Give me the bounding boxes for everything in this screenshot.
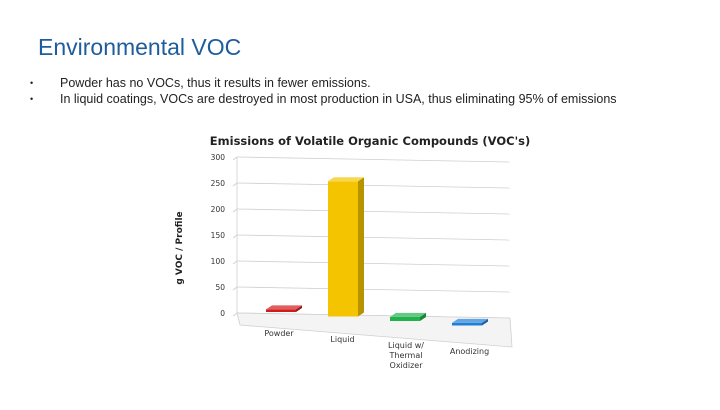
x-category-label-line: Liquid bbox=[330, 335, 354, 344]
gridline bbox=[236, 156, 511, 163]
x-category-label-line: Thermal bbox=[389, 351, 423, 360]
bullet-item: • Powder has no VOCs, thus it results in… bbox=[30, 75, 617, 91]
bar-side-face bbox=[420, 312, 426, 321]
bar-front-face bbox=[266, 309, 296, 312]
bar-front-face bbox=[390, 316, 420, 321]
gridline bbox=[236, 182, 511, 189]
x-category-label: Liquid w/Thermal Oxidizer bbox=[388, 341, 424, 370]
y-axis-label: g VOC / Profile bbox=[175, 211, 185, 284]
gridline bbox=[236, 208, 511, 215]
bar-liquid bbox=[328, 177, 364, 317]
gridline-side bbox=[232, 156, 238, 161]
x-category-label: Anodizing bbox=[450, 347, 489, 356]
x-category-label-line: Liquid w/ bbox=[388, 341, 424, 350]
y-tick-label: 250 bbox=[211, 179, 226, 188]
gridline bbox=[236, 286, 511, 293]
gridline-side bbox=[232, 312, 238, 317]
y-tick-label: 150 bbox=[211, 231, 226, 240]
gridline-side bbox=[232, 234, 238, 239]
bar-top-face bbox=[390, 312, 426, 317]
page-title: Environmental VOC bbox=[38, 34, 242, 60]
bar-side-face bbox=[358, 177, 364, 317]
x-category-label-line: Oxidizer bbox=[390, 361, 424, 370]
bullet-text: Powder has no VOCs, thus it results in f… bbox=[60, 76, 371, 90]
x-category-label: Powder bbox=[264, 329, 294, 338]
bar-top-face bbox=[328, 177, 364, 182]
y-tick-label: 200 bbox=[211, 205, 226, 214]
x-category-label-line: Anodizing bbox=[450, 347, 489, 356]
bar-powder bbox=[266, 305, 302, 312]
bullet-dot-icon: • bbox=[30, 94, 34, 104]
bar-front-face bbox=[328, 181, 358, 317]
x-category-label: Liquid bbox=[330, 335, 354, 344]
bar-top-face bbox=[452, 318, 488, 323]
bar-top-face bbox=[266, 305, 302, 310]
bar-anodizing bbox=[452, 318, 488, 326]
bar-side-face bbox=[296, 305, 302, 312]
chart-title: Emissions of Volatile Organic Compounds … bbox=[210, 134, 530, 148]
bullet-text: In liquid coatings, VOCs are destroyed i… bbox=[60, 92, 617, 106]
y-tick-label: 0 bbox=[220, 309, 225, 318]
gridline bbox=[236, 234, 511, 241]
gridline-side bbox=[232, 182, 238, 187]
gridline-side bbox=[232, 260, 238, 265]
bullet-item: • In liquid coatings, VOCs are destroyed… bbox=[30, 91, 617, 107]
gridline-side bbox=[232, 286, 238, 291]
gridline bbox=[236, 260, 511, 267]
bullet-list: • Powder has no VOCs, thus it results in… bbox=[30, 75, 617, 107]
bar-side-face bbox=[482, 318, 488, 326]
bullet-dot-icon: • bbox=[30, 78, 34, 88]
bar-front-face bbox=[452, 322, 482, 326]
gridline-side bbox=[232, 208, 238, 213]
y-tick-label: 50 bbox=[215, 283, 225, 292]
y-tick-label: 300 bbox=[211, 153, 226, 162]
bar-liquid-w-thermal-oxidizer bbox=[390, 312, 426, 321]
x-category-label-line: Powder bbox=[264, 329, 294, 338]
y-tick-label: 100 bbox=[211, 257, 226, 266]
